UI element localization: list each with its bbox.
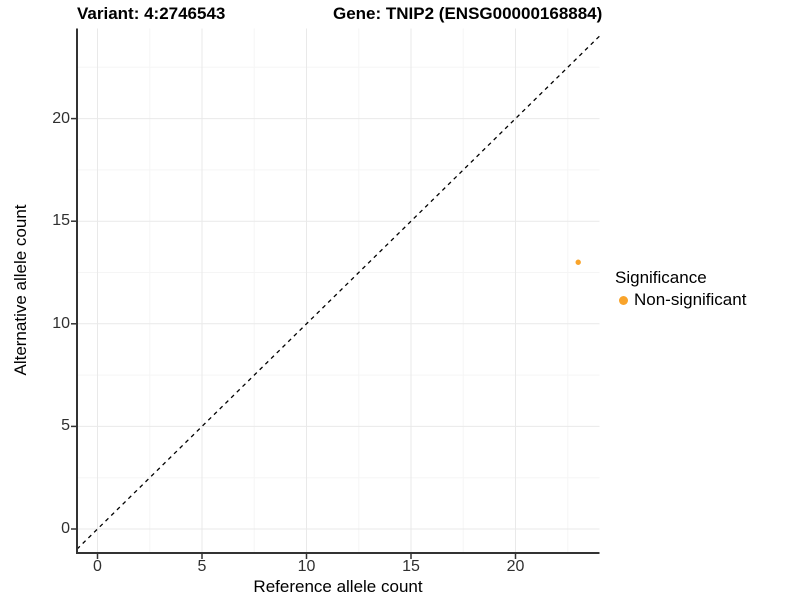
identity-line — [76, 35, 600, 550]
x-tick-label: 10 — [297, 558, 316, 575]
x-tick-label: 0 — [93, 558, 102, 575]
y-tick-label: 0 — [61, 520, 70, 537]
x-tick-label: 15 — [402, 558, 420, 575]
x-tick-label: 5 — [197, 558, 207, 575]
y-tick-label: 10 — [52, 314, 70, 332]
y-axis-title: Alternative allele count — [11, 204, 30, 376]
y-tick-label: 15 — [52, 212, 70, 230]
variant-title: Variant: 4:2746543 — [77, 4, 226, 23]
x-axis-title: Reference allele count — [253, 577, 423, 596]
legend-title: Significance — [615, 268, 707, 287]
legend-item: Non-significant — [615, 290, 746, 310]
x-tick-label: 20 — [506, 558, 525, 575]
y-tick-label: 20 — [52, 109, 70, 127]
legend-point-icon — [619, 295, 628, 305]
legend-item-label: Non-significant — [634, 290, 747, 309]
y-tick-label: 5 — [61, 417, 70, 435]
data-point — [575, 259, 581, 265]
legend: Significance Non-significant — [615, 268, 746, 310]
gene-title: Gene: TNIP2 (ENSG00000168884) — [333, 4, 603, 23]
